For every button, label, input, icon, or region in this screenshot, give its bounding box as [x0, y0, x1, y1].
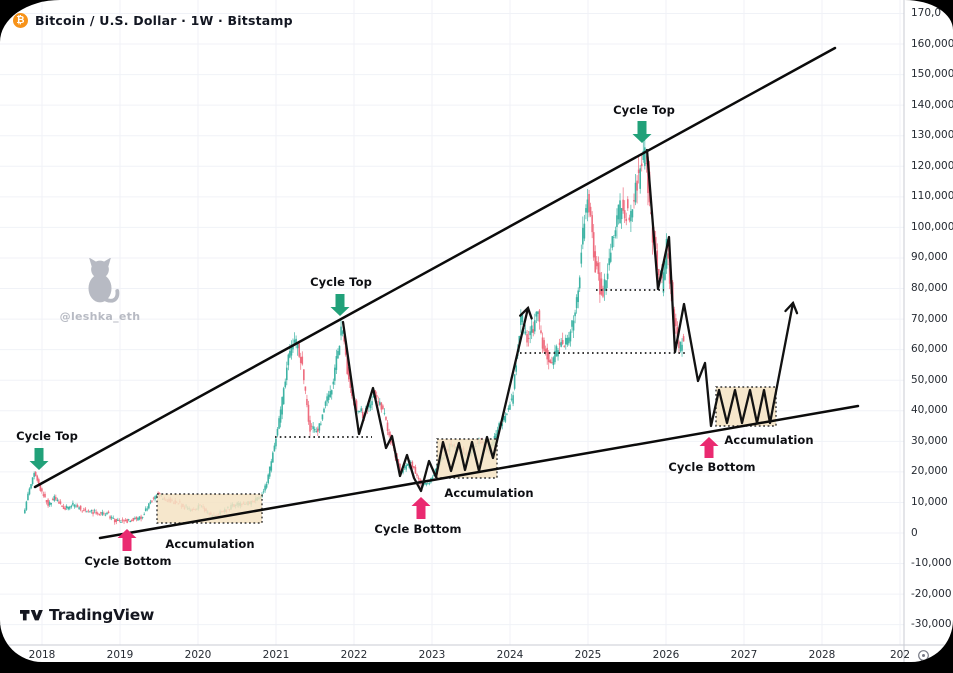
x-axis-label: 2019 — [106, 649, 134, 661]
cycle-bottom-arrow-icon — [411, 497, 431, 519]
y-axis-label: 110,000 — [911, 190, 953, 203]
y-axis-label: 160,000 — [911, 37, 953, 50]
reset-scales-icon[interactable] — [917, 647, 930, 661]
y-axis-label: 90,000 — [911, 251, 948, 264]
symbol-title-text: Bitcoin / U.S. Dollar · 1W · Bitstamp — [35, 13, 293, 28]
grid — [0, 0, 904, 645]
tradingview-logo-text: TradingView — [49, 606, 155, 624]
x-axis-label: 2028 — [808, 649, 836, 661]
y-axis-label: -20,000 — [911, 587, 952, 600]
cycle-top-arrow-icon — [632, 121, 652, 143]
cycle-bottom-label: Cycle Bottom — [668, 460, 756, 474]
symbol-title[interactable]: ₿ Bitcoin / U.S. Dollar · 1W · Bitstamp — [13, 13, 293, 28]
y-axis-label: 20,000 — [911, 465, 948, 478]
cycle-bottom-arrow-icon — [699, 437, 719, 458]
y-axis-label: -10,000 — [911, 557, 952, 570]
tradingview-logo-icon — [20, 609, 43, 620]
cycle-bottom-label: Cycle Bottom — [84, 554, 172, 568]
y-axis-label: 0 — [911, 526, 918, 539]
accumulation-label: Accumulation — [165, 537, 255, 551]
y-axis-label: 10,000 — [911, 495, 948, 508]
upper-channel-line — [33, 46, 837, 489]
y-axis-label: 70,000 — [911, 312, 948, 325]
x-axis-label: 2027 — [730, 649, 758, 661]
y-axis-label: 150,000 — [911, 68, 953, 81]
y-axis-label: 50,000 — [911, 373, 948, 386]
y-axis-label: 100,000 — [911, 220, 953, 233]
accumulation-label: Accumulation — [724, 433, 814, 447]
bitcoin-icon-glyph: ₿ — [16, 15, 25, 26]
y-axis-label: 120,000 — [911, 159, 953, 172]
x-axis-label: 2026 — [652, 649, 680, 661]
arrowhead — [784, 300, 799, 315]
arrowhead — [519, 305, 533, 320]
x-axis-label: 2018 — [28, 649, 56, 661]
x-axis-label: 2022 — [340, 649, 368, 661]
y-axis-label: 80,000 — [911, 282, 948, 295]
cycle-top-arrow-icon — [29, 448, 49, 470]
accumulation-label: Accumulation — [444, 486, 534, 500]
x-axis-label: 202 — [889, 649, 911, 661]
watermark-handle: @leshka_eth — [59, 310, 141, 323]
y-axis-label: 60,000 — [911, 343, 948, 356]
cycle-bottom-arrow-icon — [117, 529, 137, 551]
cycle-top-label: Cycle Top — [16, 429, 78, 443]
y-axis-label: 140,000 — [911, 98, 953, 111]
y-axis-label: -30,000 — [911, 618, 952, 631]
x-axis-label: 2021 — [262, 649, 290, 661]
x-axis-label: 2023 — [418, 649, 446, 661]
projection-path — [341, 306, 530, 493]
y-axis-label: 130,000 — [911, 129, 953, 142]
cycle-top-label: Cycle Top — [310, 275, 372, 289]
y-axis-label: 30,000 — [911, 434, 948, 447]
x-axis-label: 2024 — [496, 649, 524, 661]
tradingview-logo[interactable]: TradingView — [20, 606, 154, 624]
cycle-top-arrow-icon — [330, 294, 350, 316]
cycle-top-label: Cycle Top — [613, 103, 675, 117]
projection-path — [645, 148, 795, 428]
watermark: @leshka_eth — [52, 257, 148, 323]
cat-icon — [88, 257, 120, 303]
bitcoin-icon: ₿ — [13, 13, 28, 28]
cycle-bottom-label: Cycle Bottom — [374, 522, 462, 536]
y-axis-label: 170,0 — [911, 6, 942, 19]
x-axis-label: 2025 — [574, 649, 602, 661]
x-axis-label: 2020 — [184, 649, 212, 661]
y-axis-label: 40,000 — [911, 404, 948, 417]
